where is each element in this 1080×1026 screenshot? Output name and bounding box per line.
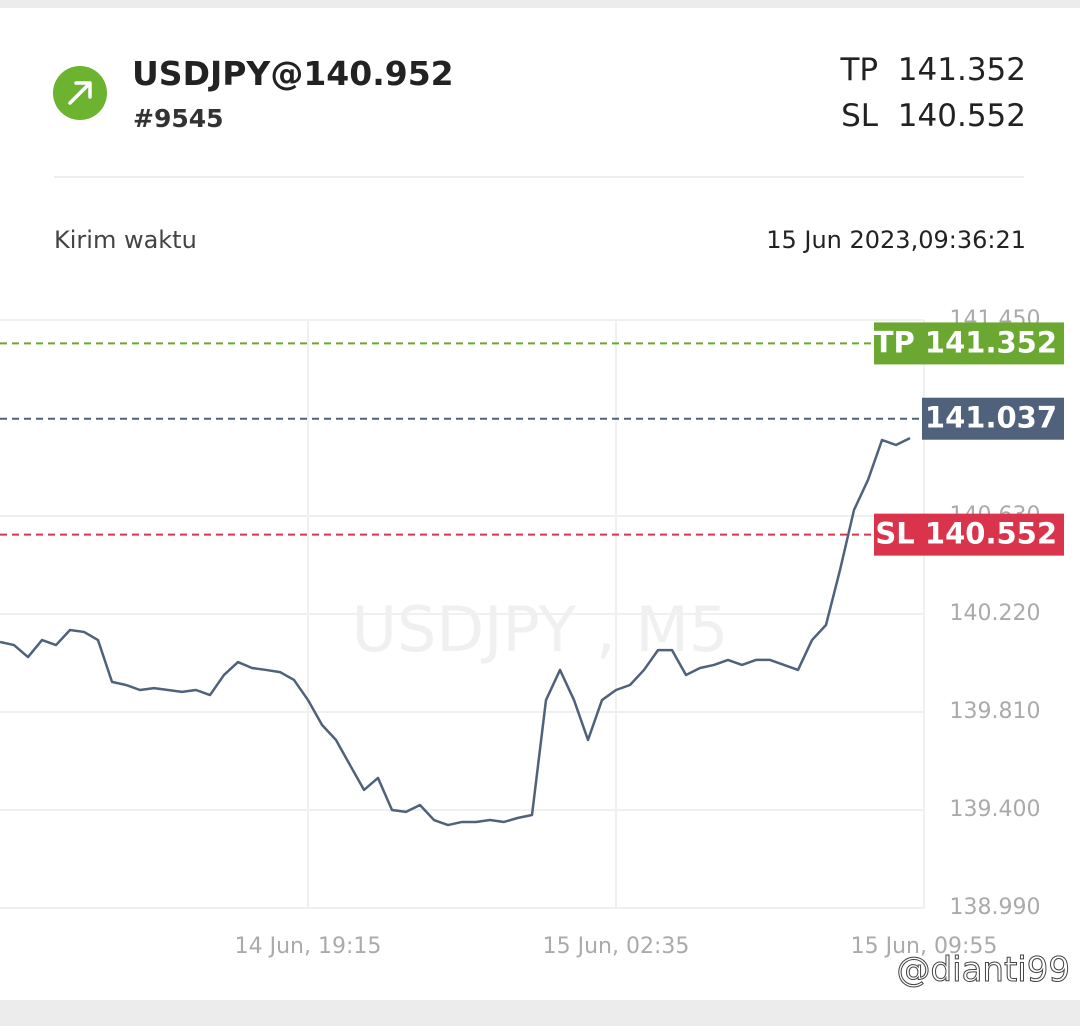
direction-icon: [53, 66, 107, 120]
symbol: USDJPY@140.952: [132, 54, 454, 93]
y-tick-label: 138.990: [950, 895, 1041, 920]
x-tick-label: 14 Jun, 19:15: [235, 934, 382, 959]
credit: @dianti99: [896, 950, 1070, 991]
level-name: TP: [874, 325, 915, 359]
level-label: 141.037: [925, 401, 1057, 435]
sl-value: 140.552: [897, 98, 1026, 134]
sl-label: SL: [841, 98, 879, 134]
watermark: USDJPY , M5: [352, 593, 729, 666]
tp-value: 141.352: [897, 52, 1026, 88]
level-box: [874, 322, 1064, 365]
sl-row: SL 140.552: [841, 98, 1026, 134]
x-tick-label: 15 Jun, 02:35: [543, 934, 690, 959]
level-value: 141.037: [925, 401, 1057, 435]
level-box: [922, 397, 1064, 440]
x-tick-label: 15 Jun, 09:55: [851, 934, 998, 959]
level-box: [874, 513, 1064, 556]
tp-row: TP 141.352: [840, 52, 1026, 88]
level-label: SL 140.552: [875, 517, 1057, 551]
price-line: [0, 436, 911, 827]
level-label: TP 141.352: [874, 325, 1057, 359]
info-value: 15 Jun 2023,09:36:21: [766, 226, 1026, 254]
bottom-bar: [0, 1000, 1080, 1026]
level-value: 141.352: [925, 325, 1057, 359]
divider: [54, 176, 1024, 178]
level-name: SL: [875, 517, 914, 551]
info-label: Kirim waktu: [54, 226, 197, 254]
ticket: #9545: [133, 104, 224, 133]
level-value: 140.552: [925, 517, 1057, 551]
y-tick-label: 139.810: [950, 699, 1041, 724]
y-tick-label: 139.400: [950, 797, 1041, 822]
tp-label: TP: [840, 52, 879, 88]
top-bar: [0, 0, 1080, 8]
y-tick-label: 140.220: [950, 601, 1041, 626]
